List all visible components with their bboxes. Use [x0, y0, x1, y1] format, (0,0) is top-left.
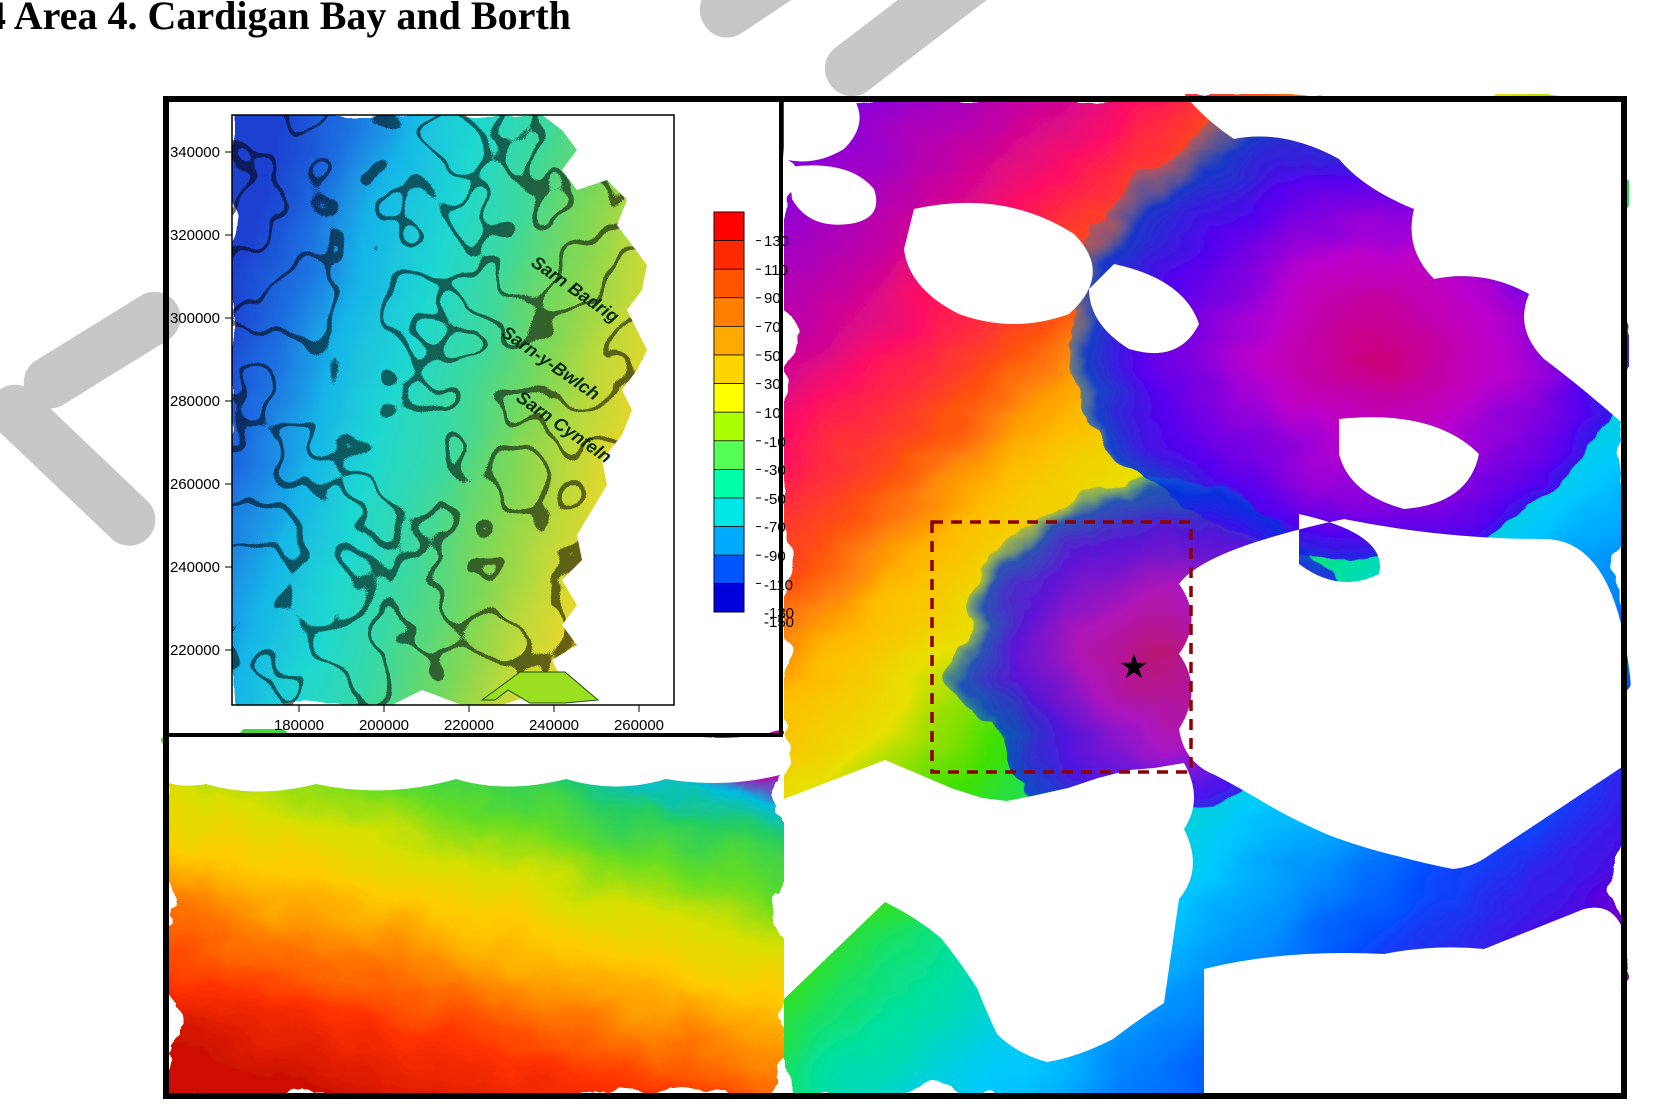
svg-text:-30: -30 [764, 462, 786, 479]
svg-text:220000: 220000 [444, 717, 494, 734]
svg-text:70: 70 [764, 319, 781, 336]
svg-text:220000: 220000 [170, 642, 220, 659]
svg-text:300000: 300000 [170, 310, 220, 327]
svg-text:320000: 320000 [170, 227, 220, 244]
svg-text:★: ★ [1119, 648, 1149, 686]
svg-text:30: 30 [764, 376, 781, 393]
svg-text:240000: 240000 [170, 559, 220, 576]
svg-text:-90: -90 [764, 548, 786, 565]
svg-text:-70: -70 [764, 519, 786, 536]
svg-text:340000: 340000 [170, 144, 220, 161]
svg-text:50: 50 [764, 348, 781, 365]
svg-text:280000: 280000 [170, 393, 220, 410]
svg-text:110: 110 [764, 262, 788, 279]
svg-text:240000: 240000 [529, 717, 579, 734]
svg-text:90: 90 [764, 290, 781, 307]
svg-text:-10: -10 [764, 434, 786, 451]
svg-text:200000: 200000 [359, 717, 409, 734]
svg-text:130: 130 [764, 233, 789, 250]
svg-text:-150: -150 [764, 614, 794, 631]
svg-text:260000: 260000 [170, 476, 220, 493]
svg-text:10: 10 [764, 405, 781, 422]
svg-text:-50: -50 [764, 491, 786, 508]
svg-text:180000: 180000 [274, 717, 324, 734]
svg-text:-110: -110 [764, 577, 793, 594]
svg-text:260000: 260000 [614, 717, 664, 734]
